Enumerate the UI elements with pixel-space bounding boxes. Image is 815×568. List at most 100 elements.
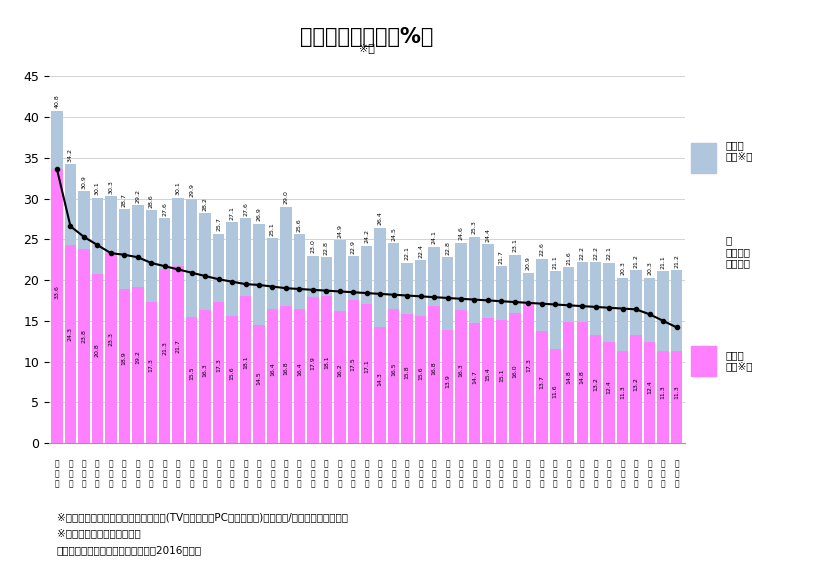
Bar <box>307 256 319 297</box>
Text: 兵: 兵 <box>176 460 180 469</box>
Text: 愛: 愛 <box>149 460 153 469</box>
Text: 30.3: 30.3 <box>108 180 113 194</box>
Text: 23.3: 23.3 <box>108 332 113 345</box>
Text: 13.7: 13.7 <box>540 375 544 389</box>
Bar <box>51 169 63 443</box>
Bar <box>590 336 601 443</box>
Text: 重: 重 <box>459 469 464 478</box>
Text: 22.1: 22.1 <box>606 247 612 261</box>
Text: 13.9: 13.9 <box>445 374 450 388</box>
Bar <box>320 295 332 443</box>
Text: 30.1: 30.1 <box>176 182 181 195</box>
Text: 34.2: 34.2 <box>68 148 73 162</box>
Text: 県: 県 <box>284 479 289 488</box>
Text: 21.2: 21.2 <box>674 254 679 268</box>
Text: 福: 福 <box>499 460 504 469</box>
Bar <box>482 318 494 443</box>
FancyBboxPatch shape <box>691 237 716 267</box>
Text: 島: 島 <box>445 469 450 478</box>
Text: 県: 県 <box>203 479 208 488</box>
Bar <box>240 218 251 295</box>
Text: 梨: 梨 <box>284 469 289 478</box>
Text: 鳥: 鳥 <box>634 460 638 469</box>
Text: 川: 川 <box>580 469 584 478</box>
Bar <box>200 213 211 310</box>
Text: 京: 京 <box>122 469 126 478</box>
Text: 14.3: 14.3 <box>377 372 383 386</box>
Text: 県: 県 <box>674 479 679 488</box>
Bar <box>603 342 615 443</box>
Bar <box>347 300 359 443</box>
Text: 岡: 岡 <box>432 460 436 469</box>
Bar <box>146 210 157 302</box>
Text: 20.3: 20.3 <box>647 261 652 275</box>
Text: 秋: 秋 <box>189 460 194 469</box>
Text: 長: 長 <box>486 460 491 469</box>
Text: 県: 県 <box>540 479 544 488</box>
Text: 26.9: 26.9 <box>257 207 262 222</box>
Text: 13.2: 13.2 <box>593 377 598 391</box>
Text: 16.0: 16.0 <box>513 365 518 378</box>
Text: 30.9: 30.9 <box>82 175 86 189</box>
Text: 県: 県 <box>661 479 665 488</box>
Text: 知: 知 <box>674 469 679 478</box>
Text: 11.3: 11.3 <box>660 386 666 399</box>
Text: 賀: 賀 <box>162 469 167 478</box>
Bar <box>536 331 548 443</box>
Text: 16.3: 16.3 <box>459 363 464 377</box>
Text: 23.8: 23.8 <box>82 329 86 343</box>
Text: 15.1: 15.1 <box>499 369 504 382</box>
Text: 22.4: 22.4 <box>418 244 423 258</box>
Text: 府: 府 <box>337 479 342 488</box>
Bar <box>78 249 90 443</box>
Text: 徳: 徳 <box>445 460 450 469</box>
Text: 県: 県 <box>378 479 382 488</box>
Text: 知: 知 <box>149 469 153 478</box>
Text: 香: 香 <box>580 460 584 469</box>
Text: 15.4: 15.4 <box>486 367 491 381</box>
Text: 県: 県 <box>297 479 302 488</box>
Text: 県: 県 <box>351 479 355 488</box>
Text: 県: 県 <box>257 479 262 488</box>
Text: 25.1: 25.1 <box>270 222 275 236</box>
Text: 22.2: 22.2 <box>579 246 584 260</box>
Text: 愛: 愛 <box>391 460 396 469</box>
Text: 県: 県 <box>580 479 584 488</box>
Text: 賀: 賀 <box>243 469 248 478</box>
Bar <box>159 218 170 269</box>
Text: 22.6: 22.6 <box>540 243 544 256</box>
Bar <box>186 317 197 443</box>
Bar <box>536 259 548 331</box>
Text: 13.2: 13.2 <box>633 377 639 391</box>
Text: 19.2: 19.2 <box>135 350 140 364</box>
Bar <box>522 273 534 302</box>
Bar <box>105 196 117 253</box>
Text: 玉: 玉 <box>203 469 208 478</box>
Text: 三: 三 <box>459 460 464 469</box>
Bar <box>159 269 170 443</box>
Text: 良: 良 <box>364 469 369 478</box>
Text: 山: 山 <box>432 469 436 478</box>
Text: 馬: 馬 <box>472 469 477 478</box>
Text: 野: 野 <box>486 469 491 478</box>
Bar <box>64 245 76 443</box>
Text: 府: 府 <box>270 479 275 488</box>
Bar <box>293 235 305 310</box>
Text: 25.3: 25.3 <box>472 220 477 235</box>
Text: 県: 県 <box>135 479 140 488</box>
Text: 府: 府 <box>216 479 221 488</box>
Text: 城: 城 <box>418 469 423 478</box>
Text: 22.1: 22.1 <box>405 247 410 261</box>
Text: 田: 田 <box>189 469 194 478</box>
Text: 18.9: 18.9 <box>121 352 127 365</box>
Bar <box>293 310 305 443</box>
Text: 17.3: 17.3 <box>149 358 154 373</box>
Text: 都市部
男性※２: 都市部 男性※２ <box>726 140 753 161</box>
Text: 青: 青 <box>620 460 625 469</box>
Text: 県: 県 <box>553 479 557 488</box>
Bar <box>549 349 561 443</box>
Bar <box>119 289 130 443</box>
Bar <box>105 253 117 443</box>
Bar <box>361 246 372 304</box>
Text: 静: 静 <box>553 460 557 469</box>
